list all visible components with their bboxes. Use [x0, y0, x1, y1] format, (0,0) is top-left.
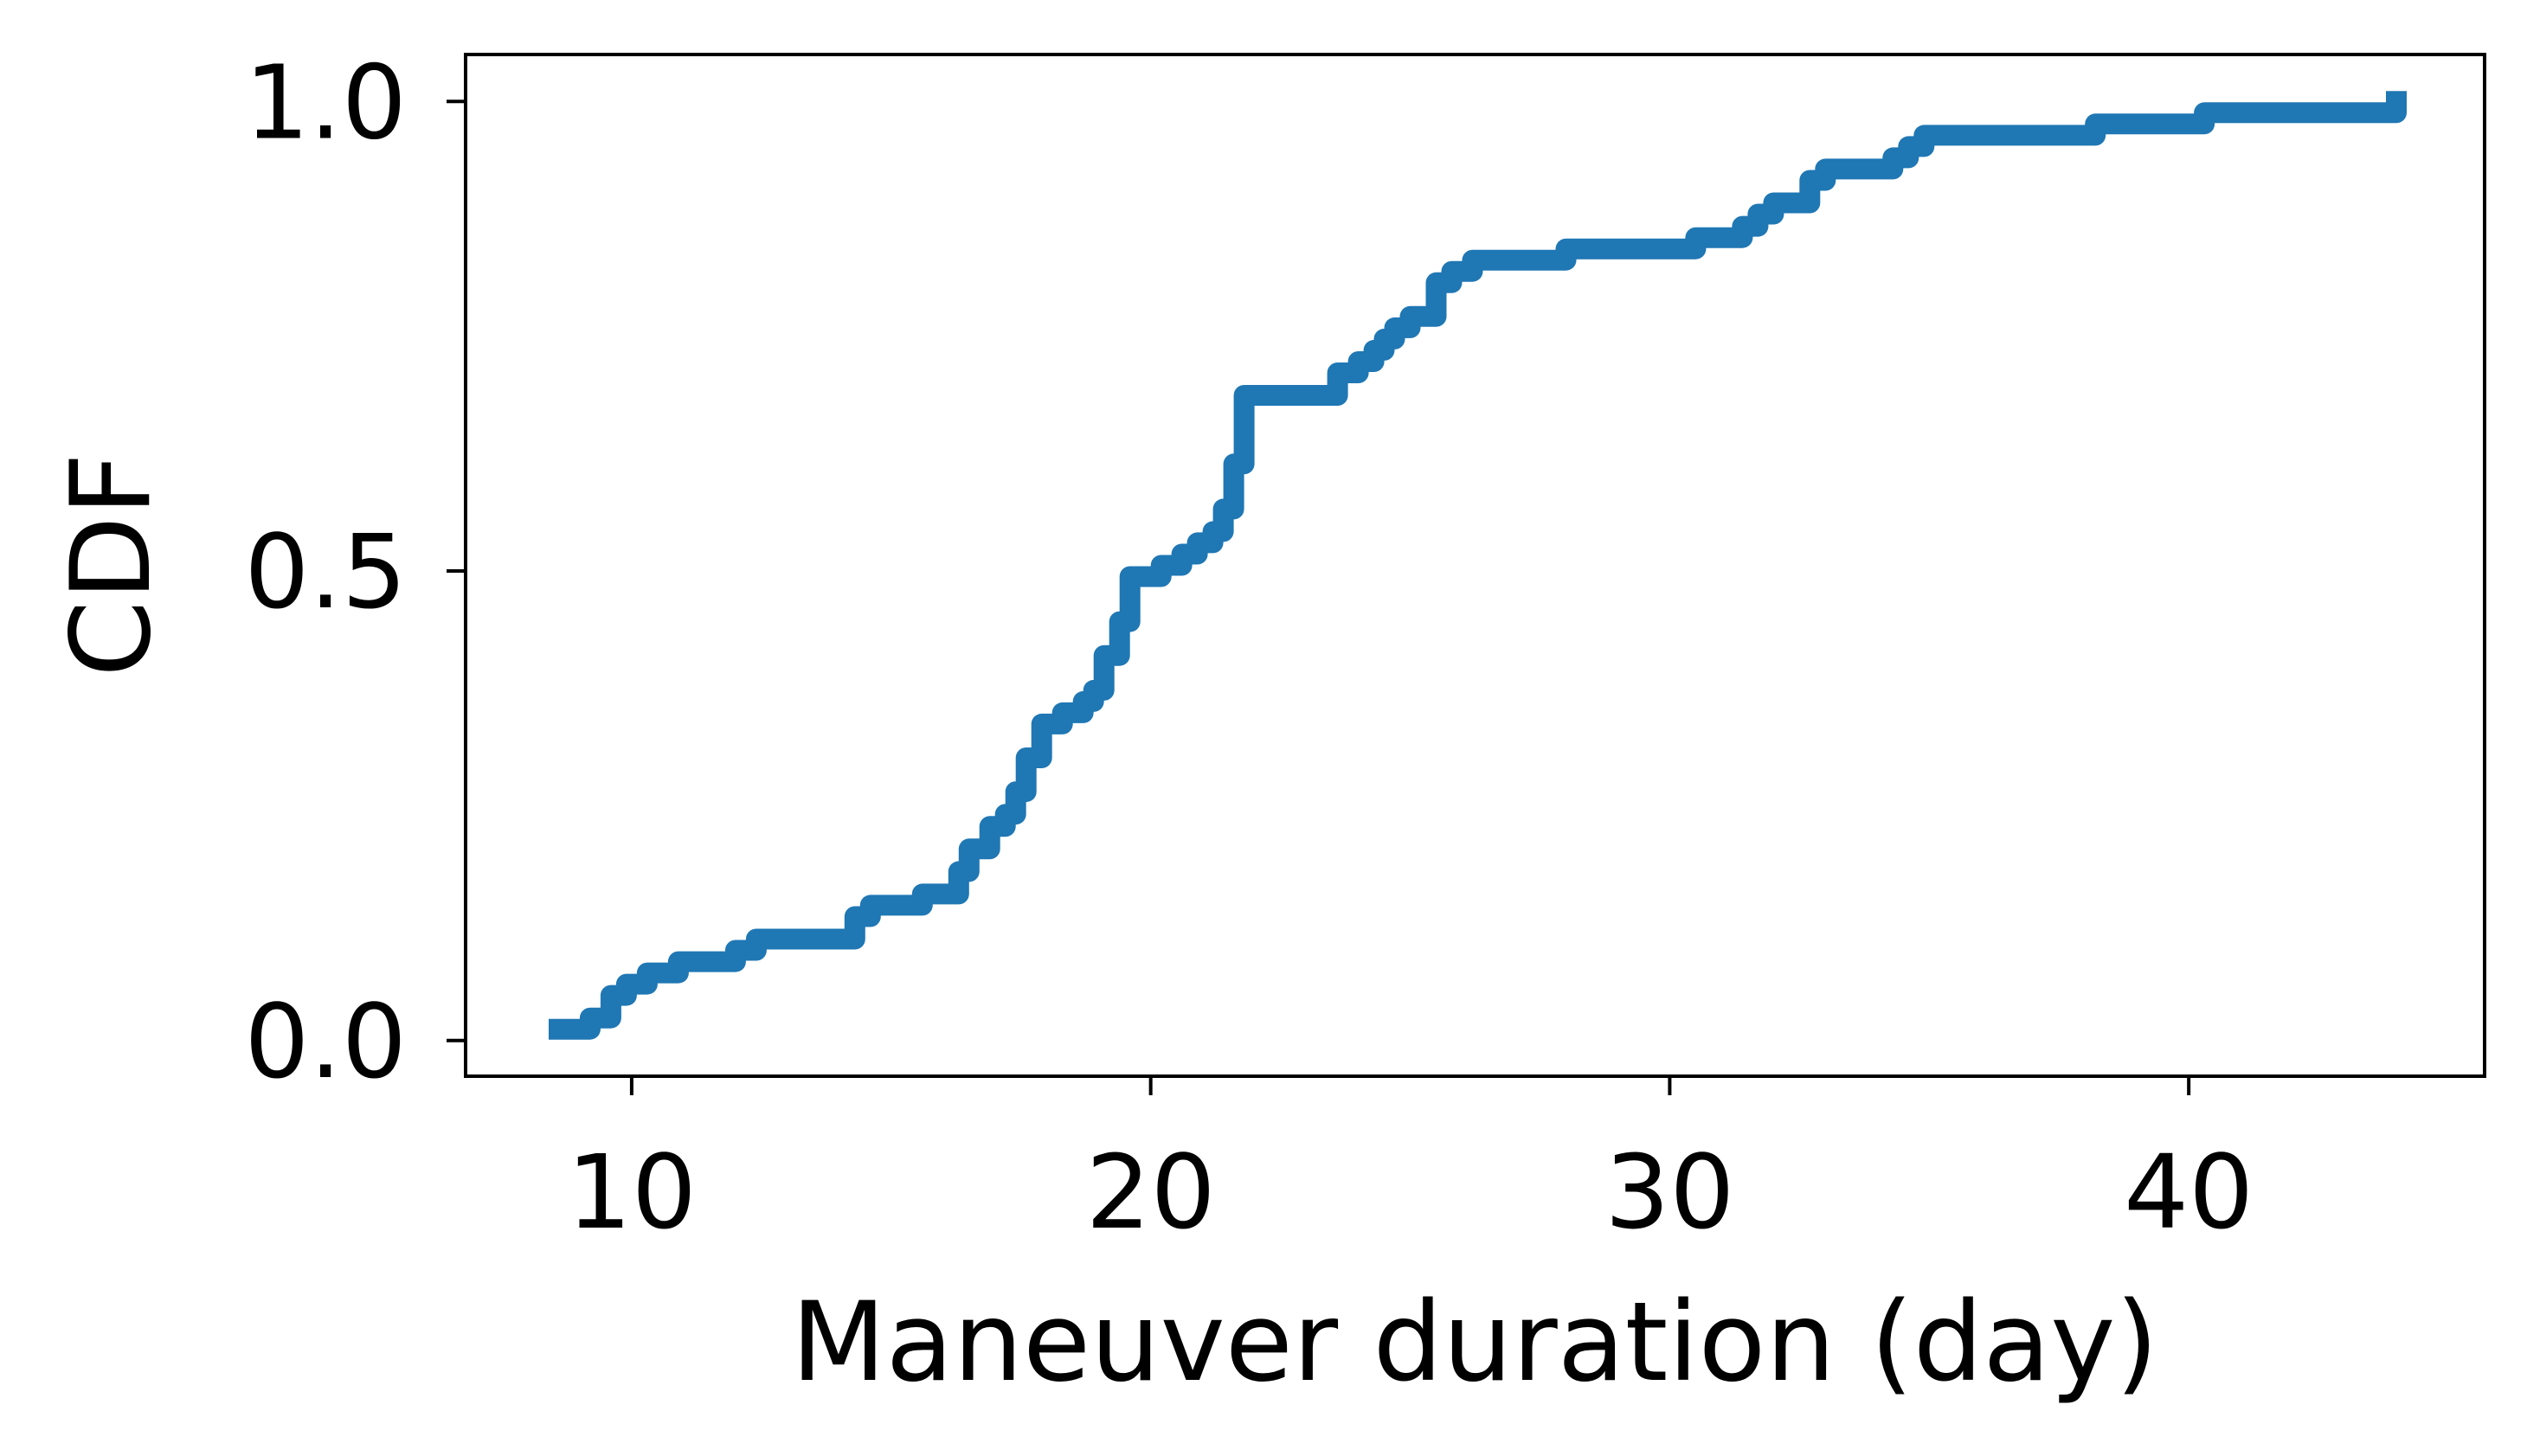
y-tick-label: 0.0 — [244, 982, 407, 1101]
axes — [464, 53, 2486, 1078]
x-axis-label: Maneuver duration (day) — [791, 1278, 2158, 1406]
x-tick-label: 20 — [1086, 1132, 1216, 1252]
y-tick-label: 0.5 — [244, 512, 407, 632]
plot-area — [549, 91, 2407, 1040]
x-tick-label: 40 — [2124, 1132, 2254, 1252]
x-tick-label: 30 — [1604, 1132, 1734, 1252]
plot-frame — [464, 53, 2486, 1078]
y-axis: 0.0 0.5 1.0 — [244, 42, 466, 1101]
x-axis: 10 20 30 40 — [567, 1076, 2254, 1252]
x-tick-label: 10 — [567, 1132, 697, 1252]
y-axis-label: CDF — [47, 452, 175, 677]
y-tick-label: 1.0 — [244, 42, 407, 162]
cdf-series-line — [549, 91, 2407, 1040]
